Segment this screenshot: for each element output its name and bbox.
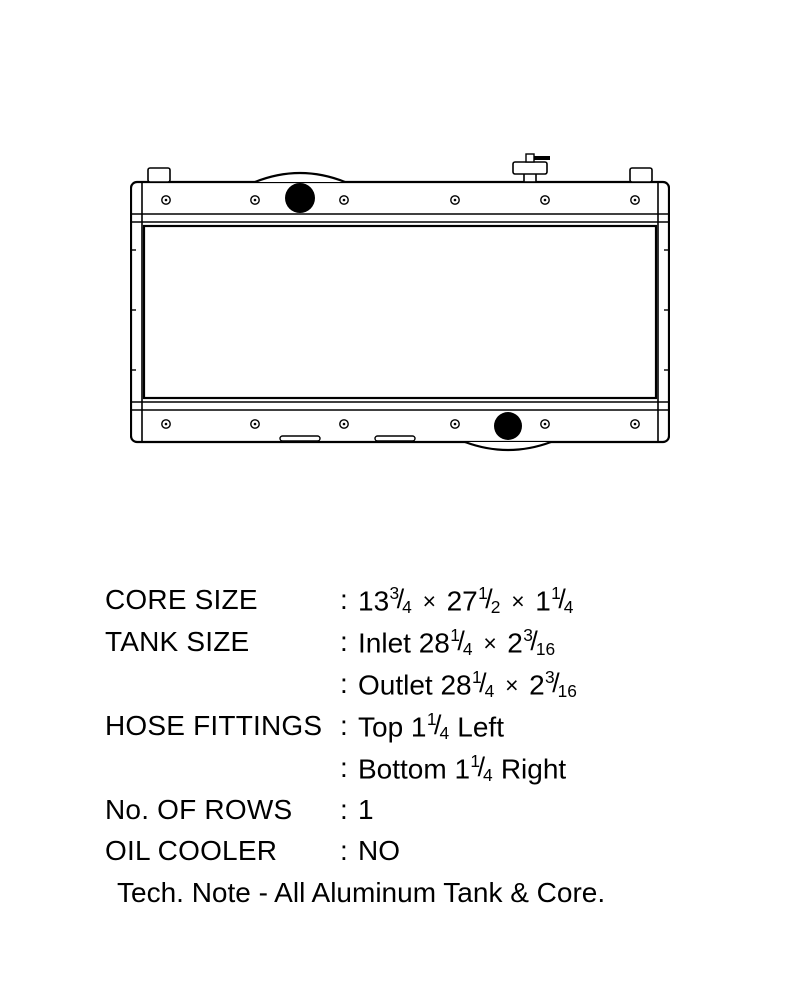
radiator-diagram: [130, 150, 670, 470]
spec-label: CORE SIZE: [105, 580, 340, 622]
spec-label: [105, 748, 340, 790]
spec-label: No. OF ROWS: [105, 790, 340, 831]
spec-row: :Outlet 281/4 × 23/16: [105, 664, 705, 706]
spec-colon: :: [340, 580, 358, 622]
tech-note: Tech. Note - All Aluminum Tank & Core.: [117, 873, 705, 914]
spec-label: OIL COOLER: [105, 831, 340, 872]
spec-colon: :: [340, 664, 358, 706]
spec-row: No. OF ROWS:1: [105, 790, 705, 831]
spec-value: Bottom 11/4 Right: [358, 748, 705, 790]
spec-colon: :: [340, 831, 358, 872]
spec-value: 133/4 × 271/2 × 11/4: [358, 580, 705, 622]
spec-value: Inlet 281/4 × 23/16: [358, 622, 705, 664]
spec-value: NO: [358, 831, 705, 872]
spec-row: OIL COOLER:NO: [105, 831, 705, 872]
spec-row: TANK SIZE:Inlet 281/4 × 23/16: [105, 622, 705, 664]
spec-colon: :: [340, 706, 358, 748]
spec-colon: :: [340, 748, 358, 790]
spec-row: HOSE FITTINGS:Top 11/4 Left: [105, 706, 705, 748]
spec-colon: :: [340, 622, 358, 664]
spec-table: CORE SIZE:133/4 × 271/2 × 11/4TANK SIZE:…: [105, 580, 705, 914]
spec-value: Outlet 281/4 × 23/16: [358, 664, 705, 706]
spec-colon: :: [340, 790, 358, 831]
spec-value: Top 11/4 Left: [358, 706, 705, 748]
spec-row: :Bottom 11/4 Right: [105, 748, 705, 790]
spec-row: CORE SIZE:133/4 × 271/2 × 11/4: [105, 580, 705, 622]
spec-value: 1: [358, 790, 705, 831]
spec-label: TANK SIZE: [105, 622, 340, 664]
spec-label: HOSE FITTINGS: [105, 706, 340, 748]
spec-label: [105, 664, 340, 706]
